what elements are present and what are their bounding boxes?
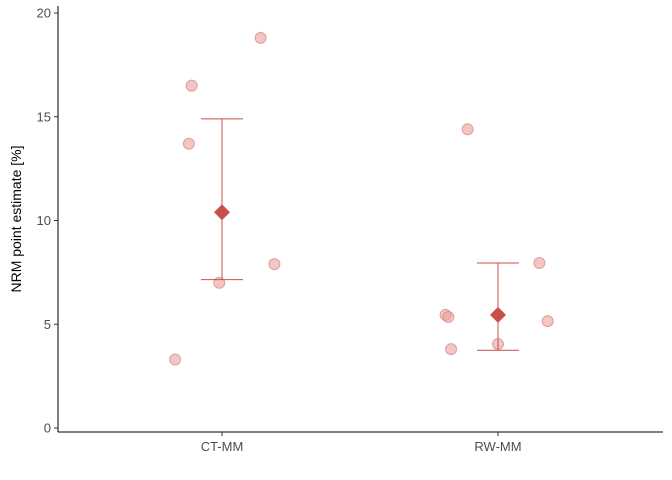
- y-tick-label: 5: [44, 317, 51, 332]
- y-tick-label: 10: [37, 213, 51, 228]
- y-tick-label: 20: [37, 6, 51, 21]
- data-point: [169, 353, 182, 366]
- data-point: [533, 257, 546, 270]
- y-tick-label: 0: [44, 421, 51, 436]
- summary-layer: [201, 118, 519, 351]
- y-tick-label: 15: [37, 109, 51, 124]
- mean-marker: [214, 204, 230, 221]
- data-point: [268, 258, 281, 271]
- data-point: [182, 137, 195, 150]
- data-point: [541, 315, 554, 328]
- mean-marker: [490, 306, 506, 323]
- data-point: [254, 31, 267, 44]
- data-point: [185, 79, 198, 92]
- y-axis-title: NRM point estimate [%]: [8, 145, 24, 292]
- data-point: [213, 276, 226, 289]
- x-tick-label: RW-MM: [474, 439, 521, 454]
- data-point: [461, 123, 474, 136]
- y-ticks: 0 5 10 15 20: [37, 6, 58, 436]
- data-point: [442, 310, 455, 323]
- points-layer: [169, 31, 554, 366]
- x-tick-label: CT-MM: [201, 439, 244, 454]
- data-point: [445, 343, 458, 356]
- x-ticks: CT-MM RW-MM: [201, 432, 522, 454]
